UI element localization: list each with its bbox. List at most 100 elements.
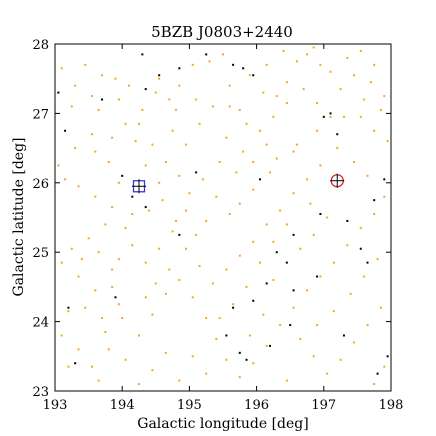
orange-source-point <box>339 358 342 361</box>
orange-source-point <box>151 369 154 372</box>
orange-source-point <box>238 202 241 205</box>
orange-source-point <box>235 171 238 174</box>
orange-source-point <box>117 303 120 306</box>
orange-source-point <box>141 108 144 111</box>
orange-source-point <box>302 88 305 91</box>
orange-source-point <box>77 185 80 188</box>
orange-source-point <box>124 122 127 125</box>
orange-source-point <box>195 98 198 101</box>
orange-source-point <box>309 202 312 205</box>
orange-source-point <box>269 171 272 174</box>
orange-source-point <box>282 49 285 52</box>
black-source-point <box>178 67 181 70</box>
orange-source-point <box>295 60 298 63</box>
black-source-point <box>252 74 255 77</box>
x-tick-label: 195 <box>177 398 202 413</box>
orange-source-point <box>383 195 386 198</box>
orange-source-point <box>205 317 208 320</box>
orange-source-point <box>218 160 221 163</box>
x-tick-label: 198 <box>379 398 404 413</box>
orange-source-point <box>144 296 147 299</box>
orange-source-point <box>265 143 268 146</box>
orange-source-point <box>104 331 107 334</box>
orange-source-point <box>117 98 120 101</box>
black-source-point <box>386 355 389 358</box>
orange-source-point <box>107 160 110 163</box>
orange-source-point <box>101 74 104 77</box>
orange-source-point <box>94 150 97 153</box>
orange-source-point <box>252 362 255 365</box>
black-source-point <box>346 219 349 222</box>
orange-source-point <box>275 157 278 160</box>
orange-source-point <box>329 115 332 118</box>
black-source-point <box>269 344 272 347</box>
orange-source-point <box>90 95 93 98</box>
black-source-point <box>57 91 60 94</box>
orange-source-point <box>319 275 322 278</box>
orange-source-point <box>117 181 120 184</box>
orange-source-point <box>60 261 63 264</box>
black-source-point <box>322 115 325 118</box>
orange-source-point <box>316 101 319 104</box>
orange-source-point <box>359 226 362 229</box>
y-tick-label: 24 <box>32 316 49 331</box>
black-source-point <box>64 129 67 132</box>
black-source-point <box>232 63 235 66</box>
black-source-point <box>121 174 124 177</box>
orange-source-point <box>60 334 63 337</box>
orange-source-point <box>332 261 335 264</box>
black-source-point <box>205 53 208 56</box>
x-tick-label: 193 <box>43 398 68 413</box>
orange-source-point <box>195 233 198 236</box>
black-source-point <box>252 299 255 302</box>
black-source-point <box>316 275 319 278</box>
x-axis-label: Galactic longitude [deg] <box>137 416 308 432</box>
orange-source-point <box>299 247 302 250</box>
orange-source-point <box>279 324 282 327</box>
orange-source-point <box>64 178 67 181</box>
orange-source-point <box>90 365 93 368</box>
orange-source-point <box>359 115 362 118</box>
orange-source-point <box>285 223 288 226</box>
plot-area <box>57 46 389 386</box>
black-source-point <box>144 206 147 209</box>
orange-source-point <box>376 258 379 261</box>
orange-source-point <box>245 285 248 288</box>
black-source-point <box>342 334 345 337</box>
orange-source-point <box>154 282 157 285</box>
orange-source-point <box>228 84 231 87</box>
black-source-point <box>242 67 245 70</box>
y-tick-label: 25 <box>32 246 49 261</box>
orange-source-point <box>158 77 161 80</box>
black-source-point <box>319 213 322 216</box>
black-source-point <box>74 362 77 365</box>
orange-source-point <box>127 84 130 87</box>
orange-source-point <box>379 306 382 309</box>
orange-source-point <box>228 105 231 108</box>
black-source-point <box>329 112 332 115</box>
orange-source-point <box>158 247 161 250</box>
orange-source-point <box>138 122 140 125</box>
orange-source-point <box>131 244 134 247</box>
orange-source-point <box>191 63 194 66</box>
black-source-point <box>366 261 369 264</box>
black-source-point <box>67 306 70 309</box>
orange-source-point <box>336 147 339 150</box>
orange-source-point <box>111 285 114 288</box>
orange-source-point <box>258 261 261 264</box>
black-source-point <box>289 324 292 327</box>
orange-source-point <box>148 209 151 212</box>
orange-source-point <box>292 150 295 153</box>
orange-source-point <box>373 383 376 386</box>
orange-source-point <box>198 265 201 268</box>
orange-source-point <box>252 160 255 163</box>
orange-source-point <box>188 192 191 195</box>
orange-source-point <box>84 306 87 309</box>
orange-source-point <box>74 84 77 87</box>
black-source-point <box>359 247 362 250</box>
orange-source-point <box>258 129 261 132</box>
orange-source-point <box>316 324 319 327</box>
cross-marker <box>132 179 146 194</box>
orange-source-point <box>104 223 107 226</box>
y-tick-label: 26 <box>32 177 49 192</box>
